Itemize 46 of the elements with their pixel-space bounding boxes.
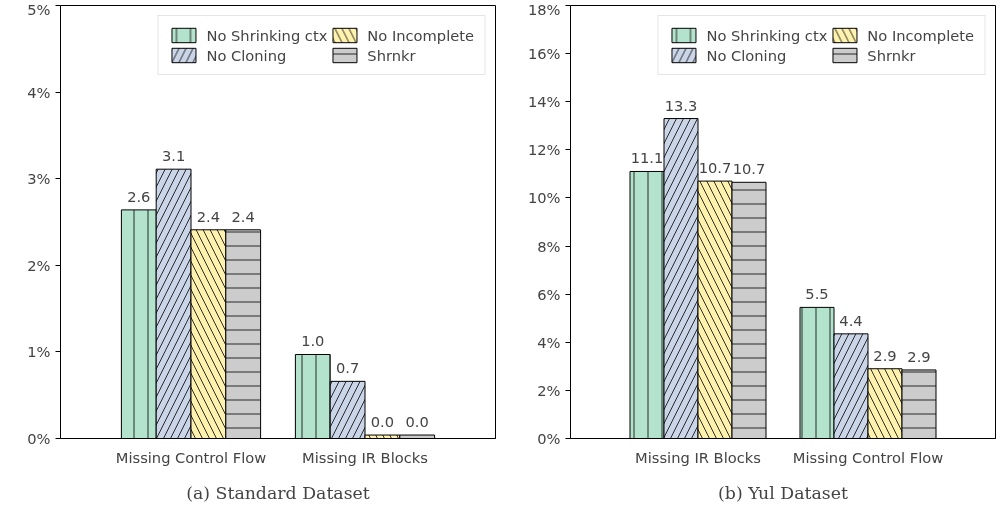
y-tick-label: 4% (537, 333, 561, 351)
data-label: 3.1 (161, 147, 186, 165)
legend-label: No Incomplete (867, 26, 974, 44)
y-tick-label: 12% (527, 141, 561, 159)
legend-label: No Incomplete (367, 26, 474, 44)
data-label: 10.7 (732, 160, 766, 178)
legend-label: Shrnkr (367, 46, 416, 64)
text: (b) Yul Dataset (718, 483, 848, 503)
data-label: 2.6 (127, 187, 151, 205)
legend-label: No Shrinking ctx (206, 26, 328, 44)
y-tick-label: 16% (527, 45, 561, 63)
y-tick-label: 10% (527, 189, 561, 207)
x-tick-label: Missing Control Flow (115, 448, 267, 466)
data-label: 13.3 (664, 96, 698, 114)
data-label: 0.0 (370, 413, 395, 431)
y-tick-label: 4% (27, 83, 51, 101)
data-label: 2.4 (196, 207, 221, 225)
legend-label: No Shrinking ctx (706, 26, 828, 44)
text: (a) Standard Dataset (186, 483, 370, 503)
data-label: 11.1 (630, 149, 664, 167)
data-label: 0.0 (405, 413, 429, 431)
data-label: 10.7 (698, 159, 732, 177)
x-tick-label: Missing IR Blocks (635, 448, 761, 466)
y-tick-label: 0% (537, 430, 561, 447)
x-tick-label: Missing Control Flow (792, 448, 944, 466)
y-tick-label: 18% (527, 0, 561, 18)
y-tick-label: 5% (27, 0, 51, 18)
y-tick-label: 3% (27, 170, 51, 188)
y-tick-label: 2% (27, 256, 51, 274)
y-tick-label: 0% (27, 430, 51, 447)
legend-label: No Cloning (206, 46, 287, 64)
y-tick-label: 1% (27, 343, 51, 361)
data-label: 1.0 (301, 332, 325, 350)
y-tick-label: 2% (537, 381, 561, 399)
data-label: 5.5 (805, 285, 829, 303)
data-label: 2.9 (907, 347, 931, 365)
data-label: 2.9 (873, 346, 897, 364)
x-tick-label: Missing IR Blocks (302, 448, 428, 466)
data-label: 4.4 (839, 311, 863, 329)
data-label: 2.4 (231, 207, 255, 225)
legend-label: Shrnkr (867, 46, 916, 64)
y-tick-label: 14% (527, 93, 561, 111)
data-label: 0.7 (335, 359, 360, 377)
y-tick-label: 6% (537, 285, 561, 303)
legend-label: No Cloning (706, 46, 787, 64)
y-tick-label: 8% (537, 237, 561, 255)
